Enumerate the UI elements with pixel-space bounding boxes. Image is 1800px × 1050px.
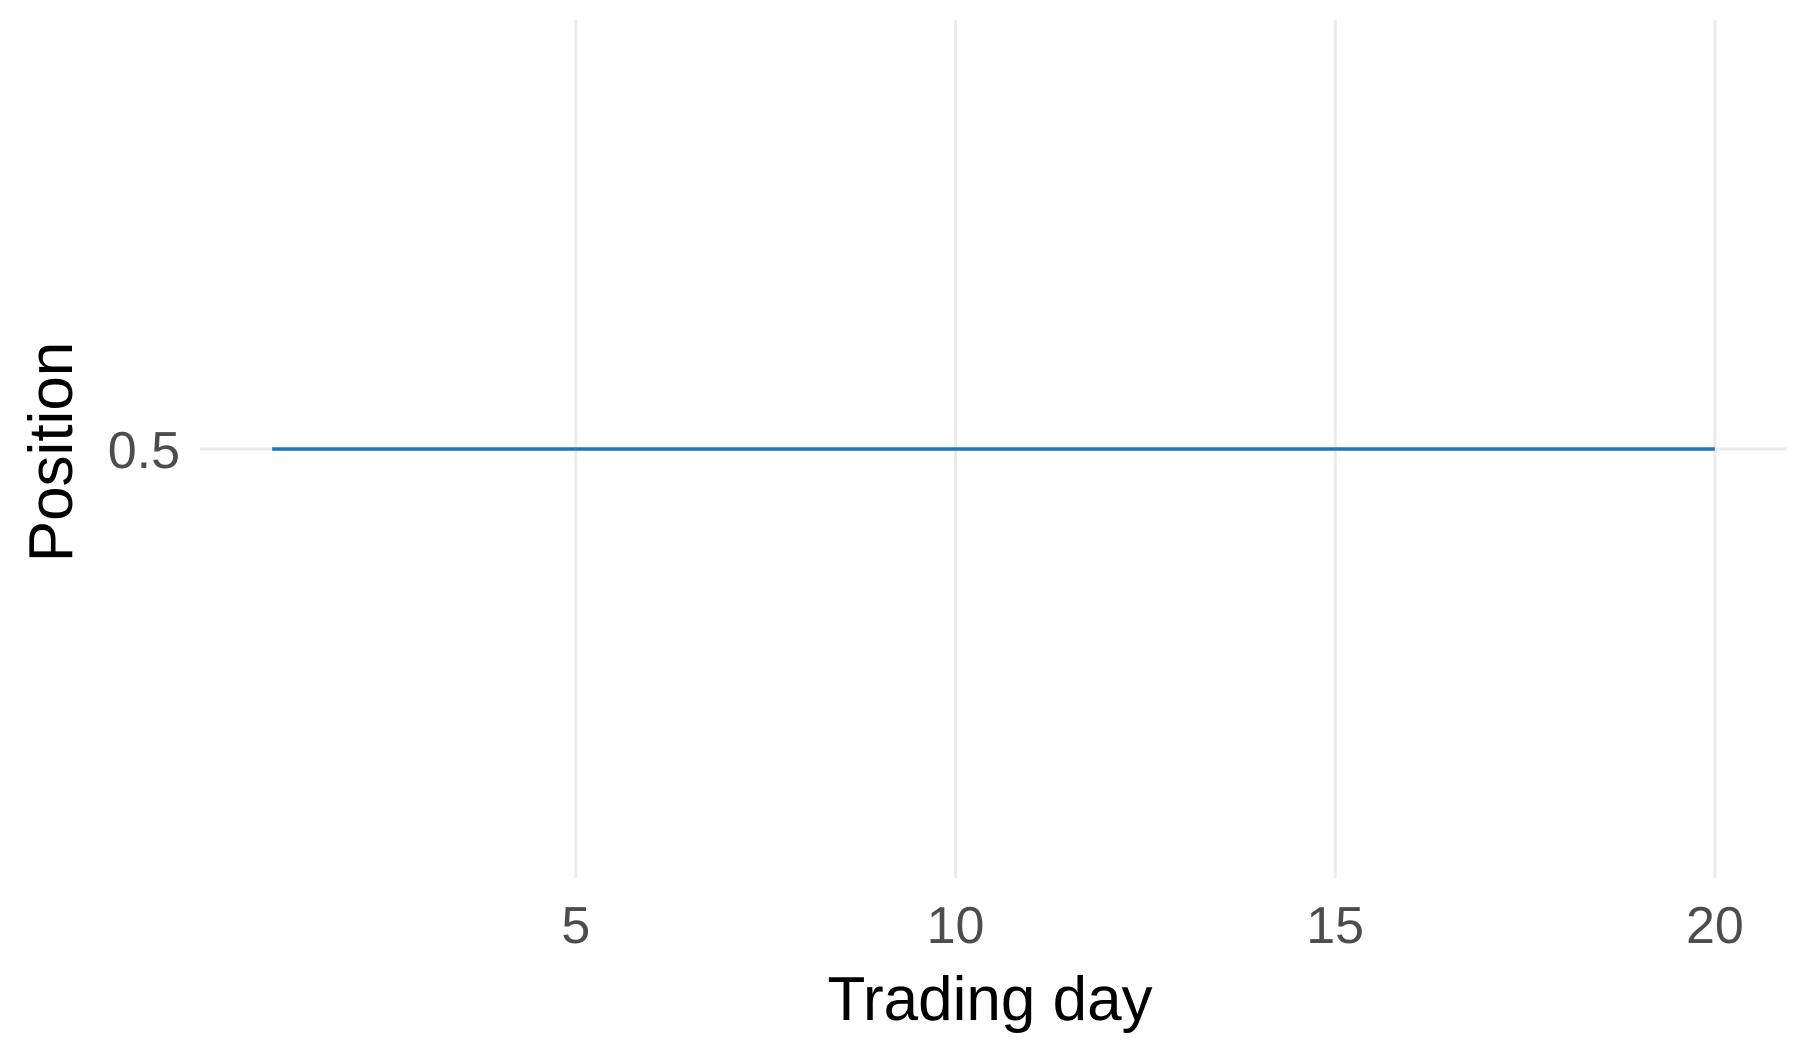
x-tick-label: 15 [1306, 897, 1364, 955]
tick-labels: 5 10 15 20 0.5 [108, 422, 1744, 955]
x-axis-title: Trading day [827, 965, 1152, 1034]
x-tick-label: 5 [561, 897, 590, 955]
x-tick-label: 20 [1686, 897, 1744, 955]
x-tick-label: 10 [927, 897, 985, 955]
y-tick-label: 0.5 [108, 422, 180, 480]
y-axis-title: Position [17, 342, 86, 563]
